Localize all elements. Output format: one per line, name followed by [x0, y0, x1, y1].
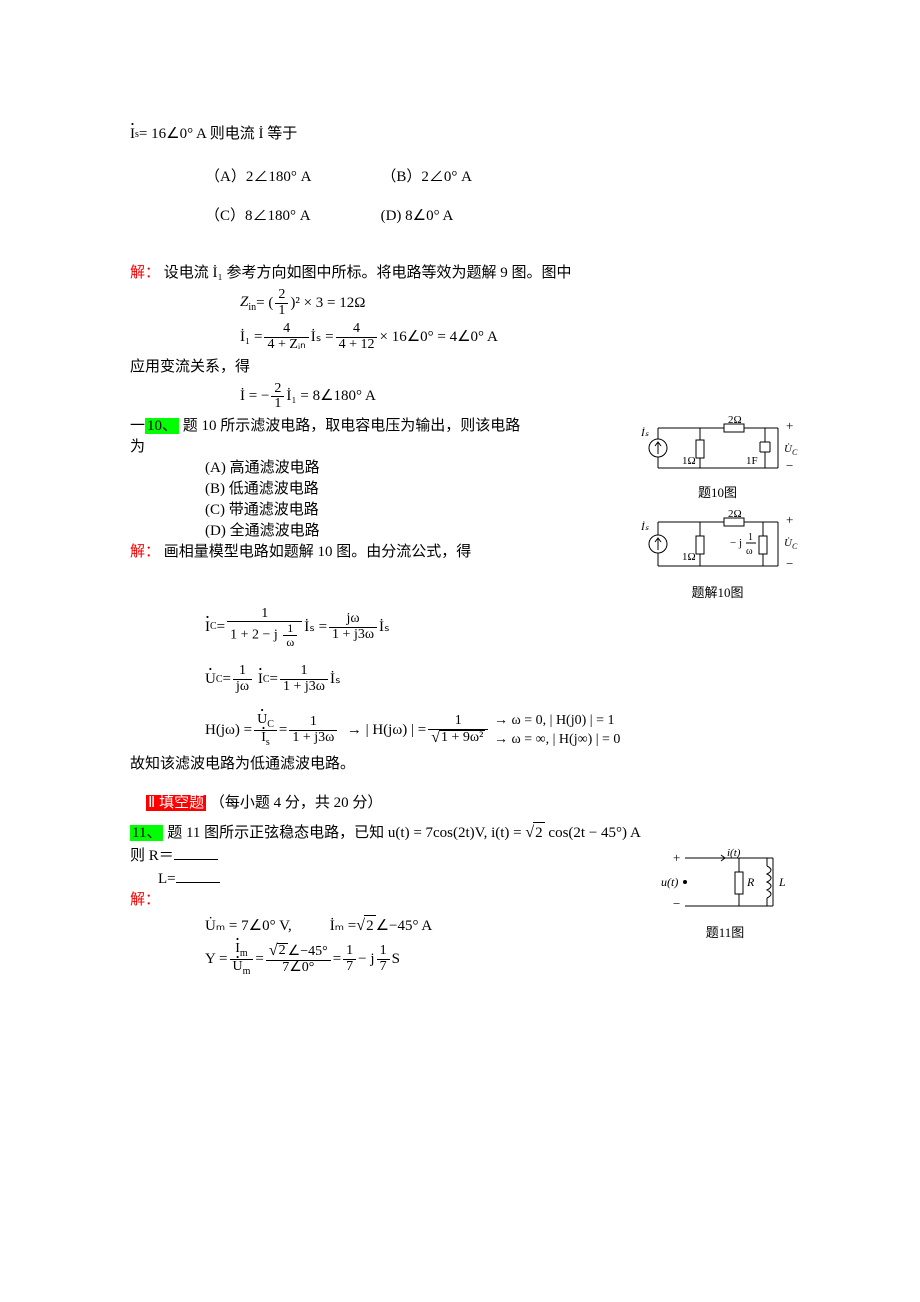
blank-R: [174, 844, 218, 860]
svg-text:i(t): i(t): [727, 847, 741, 859]
q10-sol-intro: 解： 画相量模型电路如题解 10 图。由分流公式，得: [130, 542, 635, 563]
svg-text:−: −: [786, 556, 793, 571]
q10-stem-line1: 一10、 题 10 所示滤波电路，取电容电压为输出，则该电路: [130, 416, 635, 437]
q10-opt-a: (A) 高通滤波电路: [205, 458, 635, 479]
svg-text:İₛ: İₛ: [640, 427, 650, 439]
fig10sol-caption: 题解10图: [635, 584, 800, 602]
fig11-svg: + i(t) u(t) R L −: [655, 844, 795, 922]
fig10-caption: 题10图: [635, 484, 800, 502]
svg-text:+: +: [786, 512, 793, 527]
svg-text:−: −: [786, 458, 793, 473]
svg-text:−: −: [673, 896, 680, 911]
svg-text:L: L: [778, 875, 786, 889]
svg-text:− j: − j: [730, 537, 742, 549]
q9-i1-eq: İ₁ = 44 + Zᵢₙ İₛ = 44 + 12 × 16∠0° = 4∠0…: [130, 322, 800, 352]
q11-blank-R: 则 R＝: [130, 844, 650, 867]
q10-opt-b: (B) 低通滤波电路: [205, 479, 635, 500]
q10-stem-line2: 为: [130, 437, 635, 458]
section-2-tag: Ⅱ 填空题: [146, 795, 206, 811]
q9-i-eq: İ = − 21 İ₁ = 8∠180° A: [130, 382, 800, 412]
blank-L: [176, 867, 220, 883]
q11-tag: 11、: [130, 825, 163, 841]
svg-text:R: R: [746, 875, 755, 889]
q9-sol-line1: 设电流 İ₁ 参考方向如图中所标。将电路等效为题解 9 图。图中: [164, 265, 572, 281]
fig10sol-svg: İₛ 1Ω 2Ω − j 1 ω + U̇ C −: [638, 510, 798, 580]
svg-text:C: C: [792, 542, 798, 551]
svg-text:1Ω: 1Ω: [682, 455, 696, 467]
q9-opt-b: （B）2∠0° A: [381, 167, 472, 188]
q10-H-eq: H(jω) = UC Is = 11 + j3ω → | H(jω) | = 1…: [130, 711, 800, 750]
q11-stem: 11、 题 11 图所示正弦稳态电路，已知 u(t) = 7cos(2t)V, …: [130, 822, 800, 844]
svg-text:u(t): u(t): [661, 875, 678, 889]
q9-opt-c: （C）8∠180° A: [205, 206, 311, 227]
q9-transform-text: 应用变流关系，得: [130, 357, 800, 378]
q9-solution: 解： 设电流 İ₁ 参考方向如图中所标。将电路等效为题解 9 图。图中: [130, 263, 800, 284]
q9-stem: Is = 16∠0° A 则电流 İ 等于: [130, 124, 800, 145]
svg-text:C: C: [792, 448, 798, 457]
q9-zin-eq: Zin = ( 21 )² × 3 = 12Ω: [130, 288, 800, 318]
q9-options: （A）2∠180° A （B）2∠0° A （C）8∠180° A (D) 8∠…: [130, 167, 800, 227]
svg-text:1Ω: 1Ω: [682, 551, 696, 563]
fig10-svg: İₛ 1Ω 2Ω 1F + U̇ C −: [638, 416, 798, 480]
solution-label: 解：: [130, 544, 160, 560]
q10-options: (A) 高通滤波电路 (B) 低通滤波电路 (C) 带通滤波电路 (D) 全通滤…: [130, 458, 635, 542]
svg-text:1F: 1F: [746, 455, 758, 467]
q11-blank-L: L=: [130, 867, 650, 890]
section-2-header: Ⅱ 填空题 （每小题 4 分，共 20 分）: [130, 793, 800, 814]
svg-text:+: +: [673, 850, 680, 865]
svg-text:ω: ω: [746, 546, 753, 557]
q11-Y-eq: Y = Im Um = 2∠−45° 7∠0° = 17 − j 17 S: [130, 942, 650, 978]
q11-phasors: U̇ₘ = 7∠0° V, İₘ = 2∠−45° A: [130, 915, 650, 937]
q10-tag: 10、: [145, 418, 179, 434]
q9-opt-d: (D) 8∠0° A: [381, 206, 454, 227]
q10-conclusion: 故知该滤波电路为低通滤波电路。: [130, 754, 800, 775]
q10-uc-eq: UC = 1jω IC = 11 + j3ω İₛ: [130, 664, 800, 694]
solution-label: 解：: [130, 892, 160, 908]
q10-opt-d: (D) 全通滤波电路: [205, 521, 635, 542]
q9-opt-a: （A）2∠180° A: [205, 167, 311, 188]
svg-text:İₛ: İₛ: [640, 521, 650, 533]
q9-stem-text: = 16∠0° A 则电流 İ 等于: [139, 124, 297, 145]
phasor-I: I: [130, 124, 135, 145]
svg-text:1: 1: [748, 532, 753, 543]
q10-block: 一10、 题 10 所示滤波电路，取电容电压为输出，则该电路 为 (A) 高通滤…: [130, 416, 800, 602]
svg-text:2Ω: 2Ω: [728, 510, 742, 520]
svg-text:2Ω: 2Ω: [728, 416, 742, 426]
q10-ic-eq: IC = 1 1 + 2 − j 1 ω İₛ = jω1 + j3ω İₛ: [130, 607, 800, 649]
svg-text:+: +: [786, 418, 793, 433]
fig11-caption: 题11图: [650, 924, 800, 942]
q10-opt-c: (C) 带通滤波电路: [205, 500, 635, 521]
solution-label: 解：: [130, 265, 160, 281]
